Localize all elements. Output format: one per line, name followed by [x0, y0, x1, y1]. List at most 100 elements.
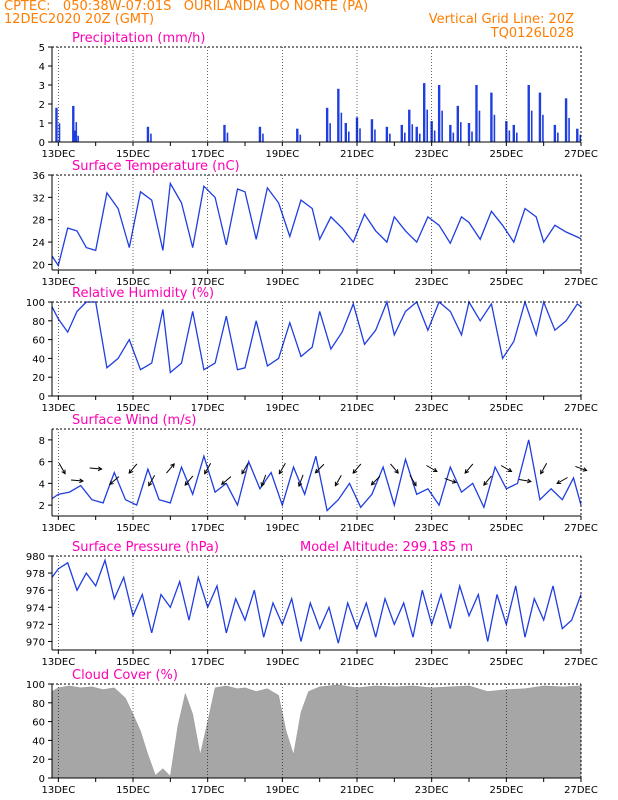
wind-arrow-shaft — [166, 463, 175, 474]
pres-ytick-label: 974 — [26, 603, 45, 614]
precip-bar — [493, 114, 496, 142]
temp-xtick-label: 15DEC — [116, 277, 150, 288]
rh-ytick-label: 80 — [32, 317, 45, 328]
date-header: 12DEC2020 20Z (GMT) — [4, 12, 155, 27]
wind-arrow — [148, 475, 156, 487]
wind-arrow — [260, 474, 267, 488]
wind-arrow — [241, 463, 249, 475]
wind-arrow-shaft — [556, 477, 568, 484]
rh-ytick-label: 60 — [32, 336, 45, 347]
wind-arrow-shaft — [204, 463, 212, 474]
precip-bar — [579, 134, 582, 142]
pres-xtick-label: 21DEC — [340, 657, 374, 668]
temp-ytick-label: 28 — [32, 216, 45, 227]
precip-bar — [389, 133, 391, 142]
precip-bar — [568, 117, 570, 142]
temp-xtick-label: 13DEC — [41, 277, 75, 288]
pres-ytick-label: 970 — [26, 637, 45, 648]
wind-arrow-head — [184, 481, 190, 486]
wind-arrow-head — [352, 469, 358, 474]
rh-xtick-label: 23DEC — [415, 403, 449, 414]
station-header: CPTEC: 050:38W-07:01S OURILANDIA DO NORT… — [4, 0, 369, 14]
precip-bar — [355, 117, 359, 142]
cloud-xtick-label: 13DEC — [41, 785, 75, 796]
wind-arrow-head — [128, 469, 134, 474]
precip-bar — [418, 133, 421, 142]
cloud-ytick-label: 100 — [26, 680, 45, 691]
wind-xtick-label: 17DEC — [191, 523, 225, 534]
precip-bar — [423, 83, 426, 142]
cloud-ytick-label: 20 — [32, 755, 45, 766]
precip-bar — [508, 130, 511, 142]
precip-bar — [527, 85, 530, 142]
precip-xtick-label: 19DEC — [265, 149, 299, 160]
precip-bar — [58, 123, 61, 142]
grid-line-note: Vertical Grid Line: 20Z — [428, 12, 574, 27]
cloud-xtick-label: 21DEC — [340, 785, 374, 796]
pres-xtick-label: 13DEC — [41, 657, 75, 668]
wind-arrow-shaft — [519, 478, 531, 483]
temp-ytick-label: 24 — [32, 238, 45, 249]
precip-bar — [262, 133, 264, 142]
precip-bar — [516, 132, 518, 142]
precip-bar — [385, 126, 389, 142]
wind-arrow-head — [278, 469, 284, 475]
wind-arrow — [166, 463, 175, 474]
rh-xtick-label: 17DEC — [191, 403, 225, 414]
precip-bar — [223, 124, 226, 142]
precip-bar — [55, 107, 58, 142]
rh-ytick-label: 20 — [32, 373, 45, 384]
wind-title: Surface Wind (m/s) — [72, 413, 196, 428]
cloud-xtick-label: 19DEC — [265, 785, 299, 796]
wind-arrow-shaft — [298, 474, 304, 487]
wind-arrow — [575, 465, 588, 472]
precip-bar — [77, 135, 79, 142]
precip-bar — [299, 134, 302, 142]
wind-arrow — [58, 463, 66, 475]
wind-arrow — [556, 477, 568, 485]
wind-arrow-head — [170, 463, 175, 468]
precip-bar — [146, 126, 150, 142]
wind-arrow-head — [526, 478, 532, 484]
precip-bar — [564, 98, 568, 142]
temp-series-line — [51, 181, 582, 268]
wind-ytick-label: 6 — [39, 458, 45, 469]
wind-arrow — [352, 463, 362, 474]
precip-bar — [460, 122, 462, 142]
wind-arrow — [70, 478, 85, 484]
precip-xtick-label: 27DEC — [564, 149, 598, 160]
wind-arrow — [334, 475, 342, 487]
wind-arrow-head — [582, 467, 588, 472]
wind-ytick-label: 2 — [39, 501, 45, 512]
wind-arrow — [483, 475, 492, 486]
wind-arrow-shaft — [261, 474, 267, 487]
wind-arrow-head — [148, 481, 153, 487]
precip-bar — [475, 85, 478, 142]
wind-arrow-shaft — [148, 475, 156, 486]
cloud-title: Cloud Cover (%) — [72, 668, 178, 683]
wind-arrow-shaft — [241, 463, 249, 474]
precip-bar — [340, 112, 343, 142]
precip-bar — [150, 133, 152, 142]
precip-bar — [415, 126, 418, 142]
precip-xtick-label: 25DEC — [489, 149, 523, 160]
temp-xtick-label: 19DEC — [265, 277, 299, 288]
wind-arrow-shaft — [221, 476, 232, 485]
wind-arrow-head — [260, 482, 265, 488]
wind-arrow-shaft — [444, 477, 457, 484]
precip-bar — [370, 119, 374, 142]
wind-arrow — [184, 475, 194, 486]
rh-panel: Relative Humidity (%) 0 20 40 60 80 100 13DEC 15… — [26, 286, 598, 414]
precip-bar — [449, 124, 452, 142]
precip-bar — [538, 92, 542, 142]
temp-ytick-label: 20 — [32, 260, 45, 271]
wind-arrow-shaft — [58, 463, 66, 474]
cloud-xtick-label: 25DEC — [489, 785, 523, 796]
wind-arrow-shaft — [315, 463, 325, 474]
wind-arrow-head — [314, 468, 320, 474]
wind-arrow-head — [370, 480, 376, 486]
precip-bar — [325, 107, 329, 142]
wind-arrow-shaft — [426, 465, 438, 472]
wind-xtick-label: 19DEC — [265, 523, 299, 534]
wind-arrow-head — [334, 481, 340, 487]
